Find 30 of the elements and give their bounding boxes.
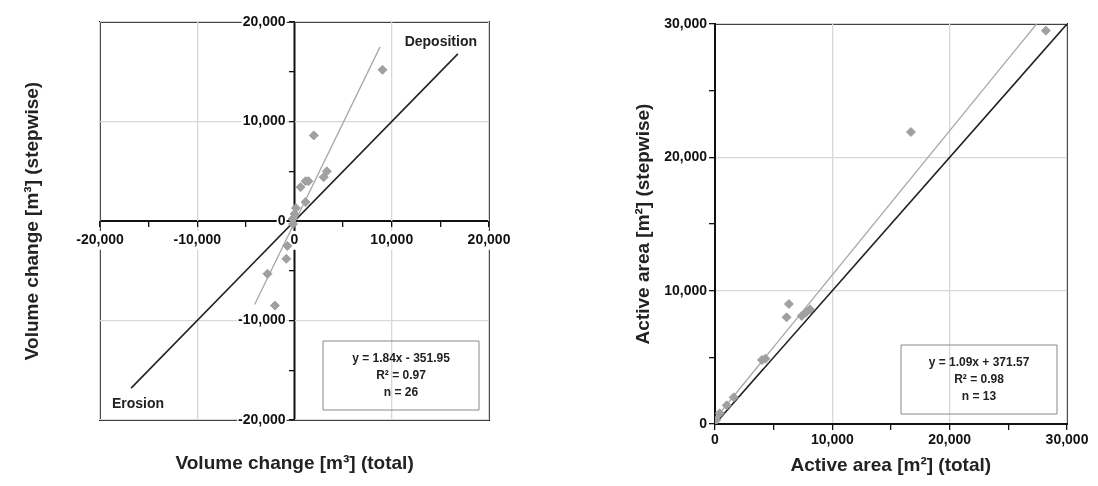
y-axis-title: Volume change [m³] (stepwise) [21, 81, 44, 361]
x-tick-label: 20,000 [467, 231, 511, 248]
y-tick-label: 0 [277, 211, 286, 228]
x-tick-label: 0 [290, 231, 299, 248]
x-axis-title: Active area [m²] (total) [790, 454, 992, 476]
y-tick-label: 0 [699, 414, 708, 431]
y-tick-label: -10,000 [238, 311, 286, 328]
annotation: n = 13 [961, 388, 997, 403]
y-tick-label: 10,000 [242, 112, 286, 129]
annotation: R² = 0.98 [954, 371, 1005, 386]
x-tick-label: -10,000 [173, 231, 222, 248]
annotation: n = 26 [383, 384, 419, 399]
x-tick-label: 10,000 [370, 231, 414, 248]
y-tick-label: 30,000 [664, 14, 708, 31]
annotation: Deposition [404, 32, 477, 49]
y-tick-label: 20,000 [242, 12, 286, 29]
y-tick-label: -20,000 [238, 410, 286, 427]
annotation: y = 1.84x - 351.95 [352, 350, 451, 365]
y-tick-label: 10,000 [664, 281, 708, 298]
annotation: R² = 0.97 [376, 367, 427, 382]
x-tick-label: 0 [711, 431, 720, 448]
x-tick-label: 20,000 [928, 431, 972, 448]
x-tick-label: 10,000 [810, 431, 854, 448]
annotation: y = 1.09x + 371.57 [928, 354, 1030, 369]
y-tick-label: 20,000 [664, 148, 708, 165]
x-tick-label: 30,000 [1045, 431, 1089, 448]
x-axis-title: Volume change [m³] (total) [175, 452, 414, 474]
annotation: Erosion [112, 394, 165, 411]
x-tick-label: -20,000 [76, 231, 124, 248]
y-axis-title: Active area [m²] (stepwise) [631, 103, 654, 345]
